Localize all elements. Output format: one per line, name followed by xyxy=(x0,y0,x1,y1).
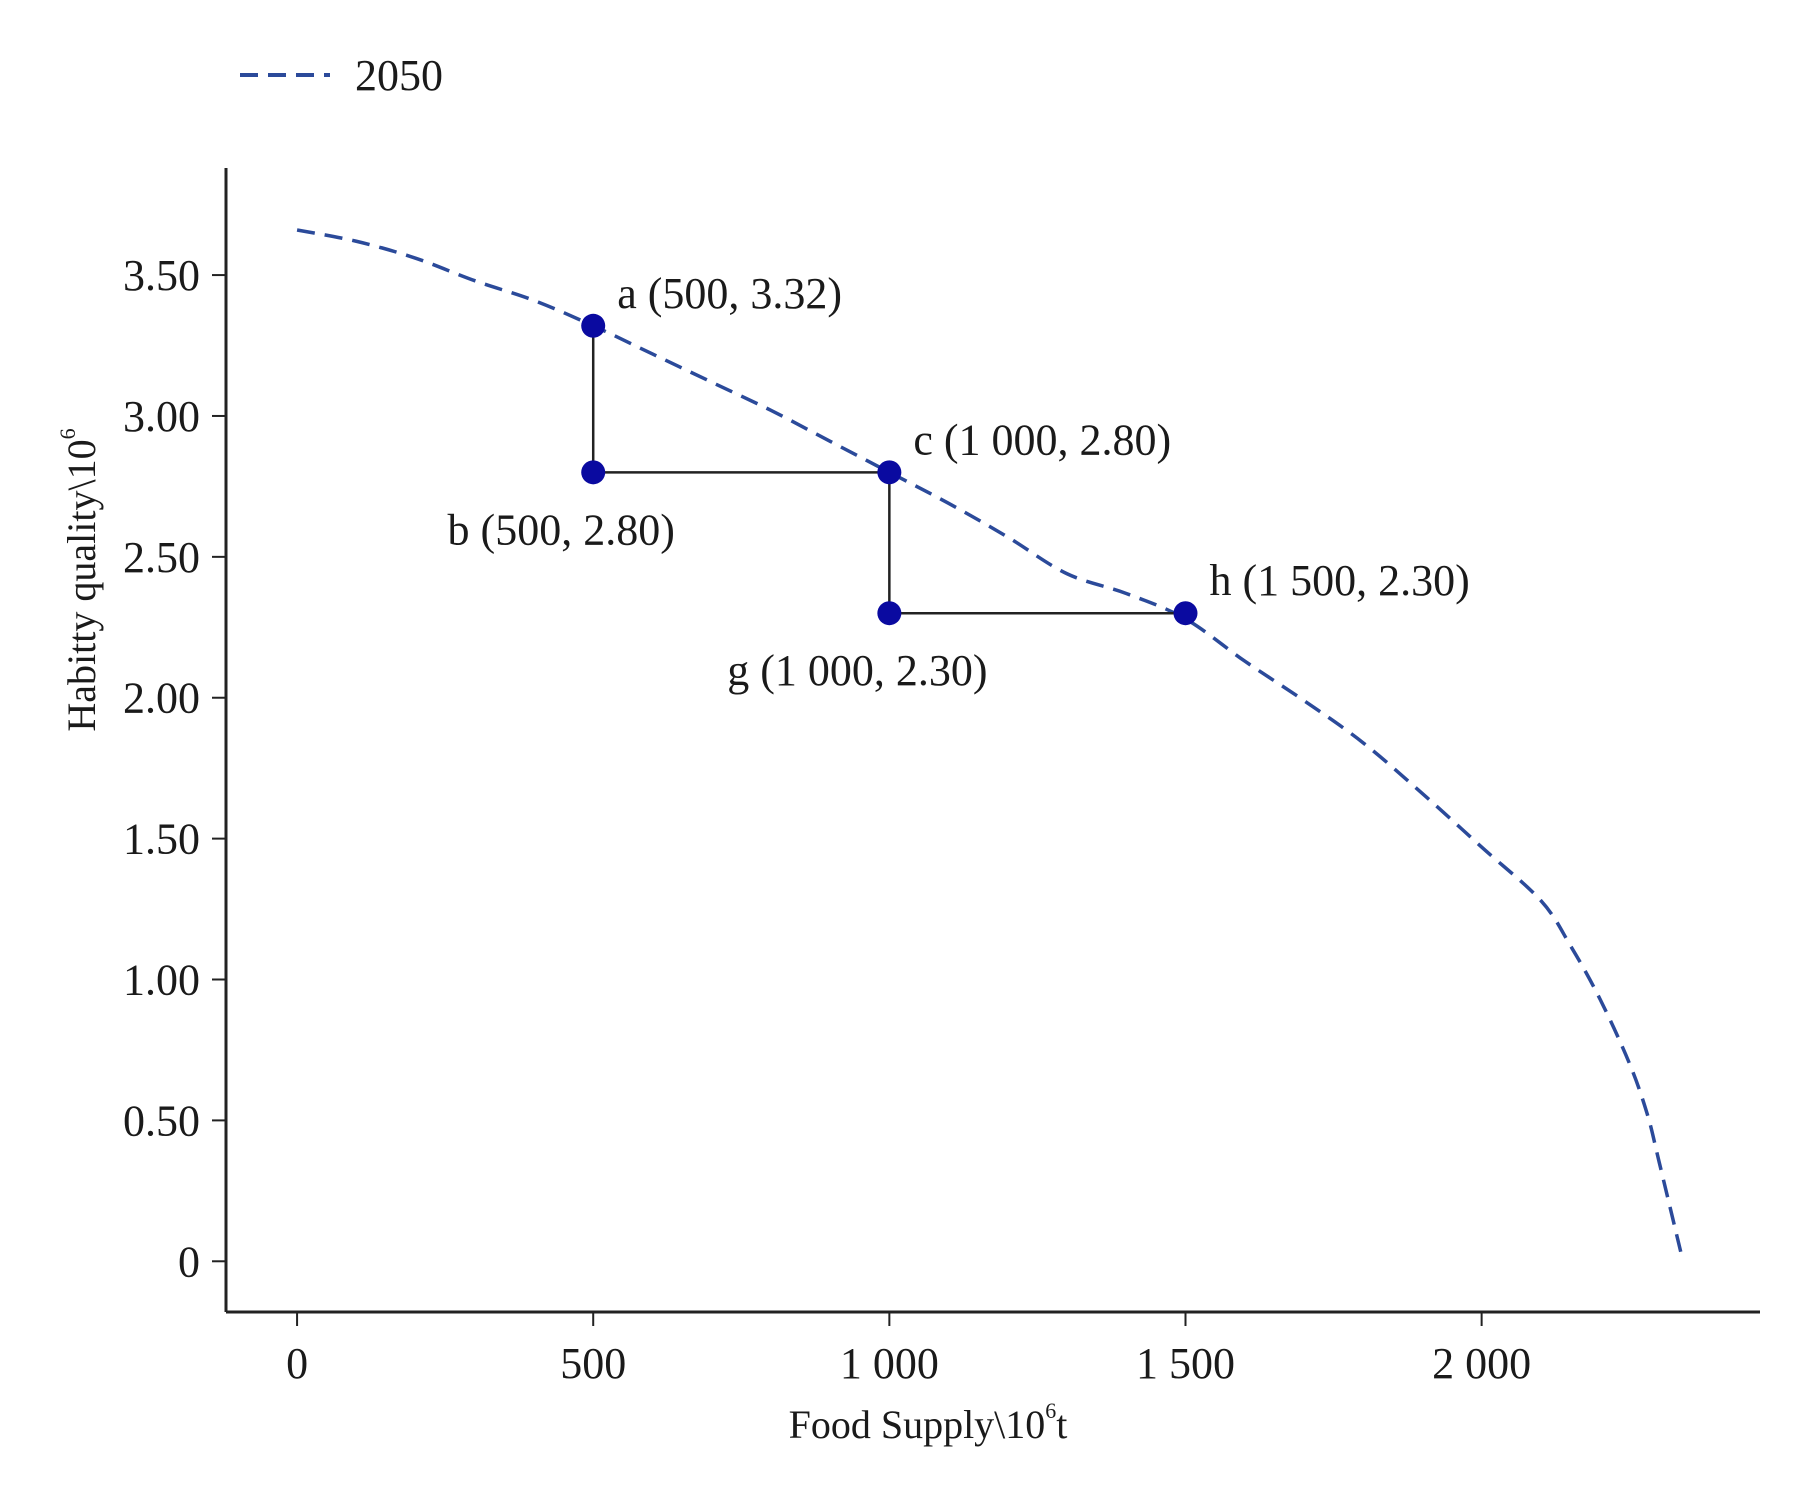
series-line-2050 xyxy=(296,228,1685,1262)
legend-label-2050: 2050 xyxy=(355,51,443,100)
y-axis-title: Habitty quality\106 xyxy=(55,428,104,731)
y-tick-label: 1.50 xyxy=(123,815,200,864)
point-labels: a (500, 3.32) b (500, 2.80) c (1 000, 2.80… xyxy=(448,269,1470,695)
y-axis-title-text: Habitty quality\10 xyxy=(59,439,104,731)
x-tick-label: 1 000 xyxy=(840,1339,939,1388)
x-tick-label: 2 000 xyxy=(1432,1339,1531,1388)
legend: 2050 xyxy=(240,51,443,100)
point-a xyxy=(581,313,606,338)
y-tick-label: 0.50 xyxy=(123,1096,200,1145)
y-tick-label: 3.50 xyxy=(123,251,200,300)
point-h xyxy=(1173,601,1198,626)
y-tick-label: 2.00 xyxy=(123,674,200,723)
connector-lines xyxy=(591,325,1186,615)
data-points xyxy=(581,313,1198,626)
x-tick-label: 500 xyxy=(560,1339,626,1388)
series-layer xyxy=(296,228,1685,1262)
y-tick-label: 2.50 xyxy=(123,533,200,582)
point-label-g: g (1 000, 2.30) xyxy=(727,646,987,695)
point-label-a: a (500, 3.32) xyxy=(617,269,842,318)
y-tick-label: 1.00 xyxy=(123,956,200,1005)
x-axis-title: Food Supply\106t xyxy=(789,1398,1068,1447)
x-axis-title-unit: t xyxy=(1056,1402,1067,1447)
x-tick-label: 0 xyxy=(286,1339,308,1388)
axis-ticks: 0 500 1 000 1 500 2 000 0 0.50 1.00 1.50 2.00 2.50… xyxy=(123,251,1531,1388)
point-label-b: b (500, 2.80) xyxy=(448,505,675,554)
x-tick-label: 1 500 xyxy=(1136,1339,1235,1388)
y-axis-title-superscript: 6 xyxy=(55,428,80,439)
point-label-c: c (1 000, 2.80) xyxy=(913,415,1171,464)
point-label-h: h (1 500, 2.30) xyxy=(1209,556,1469,605)
point-b xyxy=(581,460,606,485)
y-tick-label: 0 xyxy=(178,1237,200,1286)
x-axis-title-text: Food Supply\10 xyxy=(789,1402,1046,1447)
point-c xyxy=(877,460,902,485)
y-tick-label: 3.00 xyxy=(123,392,200,441)
point-g xyxy=(877,601,902,626)
x-axis-title-superscript: 6 xyxy=(1045,1398,1056,1423)
